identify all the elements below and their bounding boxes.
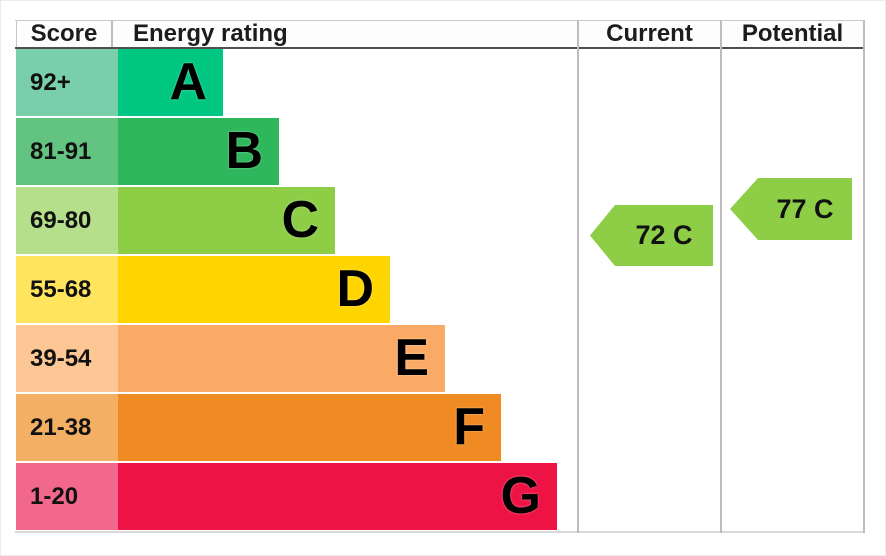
band-row-f: 21-38 F [16, 394, 576, 463]
header-potential: Potential [721, 20, 864, 48]
current-rating-arrow: 72 C [590, 205, 713, 266]
table-top-border [15, 20, 864, 21]
header-energy-rating: Energy rating [113, 20, 578, 48]
band-score-range-a: 92+ [16, 49, 118, 116]
table-right-border [863, 20, 865, 533]
band-score-range-c: 69-80 [16, 187, 118, 254]
potential-rating-arrow: 77 C [730, 178, 852, 240]
band-row-g: 1-20 G [16, 463, 576, 532]
column-divider-score-rating [111, 20, 113, 47]
header-score: Score [16, 20, 111, 48]
current-rating-label: 72 C [635, 220, 693, 250]
header-bottom-border [15, 47, 864, 49]
band-rows: 92+ A 81-91 B 69-80 C 55-68 D 39-54 E 21-38 F 1-20 G [16, 49, 576, 532]
band-bar-f: F [118, 394, 501, 461]
band-bar-e: E [118, 325, 445, 392]
column-divider-rating-current [577, 20, 579, 533]
band-row-a: 92+ A [16, 49, 576, 118]
band-row-c: 69-80 C [16, 187, 576, 256]
table-bottom-border [15, 531, 864, 533]
column-divider-current-potential [720, 20, 722, 533]
band-bar-c: C [118, 187, 335, 254]
band-score-range-f: 21-38 [16, 394, 118, 461]
band-bar-a: A [118, 49, 223, 116]
band-row-e: 39-54 E [16, 325, 576, 394]
band-score-range-b: 81-91 [16, 118, 118, 185]
band-score-range-e: 39-54 [16, 325, 118, 392]
band-bar-b: B [118, 118, 279, 185]
band-row-b: 81-91 B [16, 118, 576, 187]
header-current: Current [578, 20, 721, 48]
band-row-d: 55-68 D [16, 256, 576, 325]
band-score-range-g: 1-20 [16, 463, 118, 530]
band-score-range-d: 55-68 [16, 256, 118, 323]
band-bar-d: D [118, 256, 390, 323]
band-bar-g: G [118, 463, 557, 530]
potential-rating-label: 77 C [776, 193, 834, 224]
